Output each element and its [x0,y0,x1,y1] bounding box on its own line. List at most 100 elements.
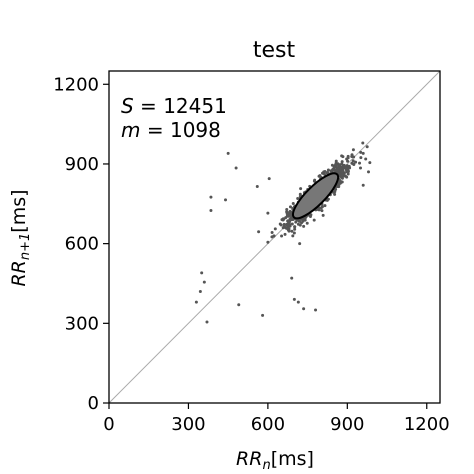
data-point [338,179,342,183]
x-tick-label: 300 [171,414,205,435]
data-point [209,208,213,212]
data-point [298,192,302,196]
sd-ellipse [292,172,340,220]
data-point [237,303,241,307]
axis-ticks: 0 300 600 900 1200 0 300 600 900 1200 [53,74,449,435]
data-point [334,163,338,167]
data-point [296,222,300,226]
data-point [280,234,284,238]
y-tick-label: 600 [65,234,99,255]
data-point [368,161,372,165]
data-point [287,227,291,231]
data-point [291,202,295,205]
data-point [257,230,261,234]
data-point [286,219,290,223]
data-point [290,222,294,226]
data-point [340,176,344,180]
data-point [339,169,343,173]
data-point [296,300,300,304]
y-tick-label: 1200 [53,74,99,95]
data-point [300,221,304,225]
data-point [296,197,300,201]
data-point [340,154,344,158]
y-axis-label: RRn+1[ms] [8,189,33,286]
data-point [333,165,337,169]
data-point [299,187,303,191]
data-point [350,154,354,158]
data-point [326,170,330,174]
data-point [314,308,318,312]
data-point [226,151,230,155]
data-point [340,160,344,164]
data-point [333,192,337,196]
data-point [330,163,334,167]
data-point [326,197,330,201]
data-point [312,218,316,222]
data-point [302,224,306,228]
data-point [282,222,286,226]
data-point [202,280,206,284]
data-point [335,168,339,172]
data-point [273,227,277,231]
data-point [318,174,322,178]
y-tick-label: 900 [65,154,99,175]
data-point [200,271,204,275]
data-point [359,150,363,154]
data-point [321,213,325,217]
y-tick-label: 300 [65,313,99,334]
data-point [320,209,324,213]
data-point [345,175,349,179]
data-point [354,160,358,164]
data-point [224,198,228,202]
data-point [364,157,368,161]
data-point [291,234,295,238]
data-point [293,227,297,231]
annotation-m: m = 1098 [121,118,221,142]
data-point [298,242,302,246]
data-point [359,156,363,160]
x-tick-label: 900 [330,414,364,435]
data-point [334,159,338,163]
data-point [351,148,355,152]
data-point [345,168,349,172]
data-point [341,164,345,168]
data-point [279,223,283,227]
data-point [367,170,370,174]
x-tick-label: 600 [251,414,285,435]
data-point [361,183,365,187]
data-point [341,167,345,171]
data-point [344,166,348,170]
data-point [290,276,294,280]
data-point [303,216,307,220]
data-point [285,226,289,230]
data-point [337,163,341,167]
data-point [234,166,238,170]
data-point [346,159,350,163]
data-point [352,162,356,166]
data-point [293,225,297,229]
data-point [205,320,209,324]
data-point [331,168,335,172]
data-point [361,151,365,155]
plot-frame [108,70,441,404]
data-point [270,231,274,235]
data-point [287,214,291,218]
data-point [319,206,323,210]
data-point [198,289,202,293]
data-point [313,178,317,182]
data-point [255,185,259,189]
data-point [358,161,362,165]
data-point [351,159,355,163]
data-point [285,212,289,216]
data-point [326,168,330,172]
x-tick-label: 0 [103,414,114,435]
data-point [359,166,362,170]
x-tick-label: 1200 [404,414,450,435]
y-tick-label: 0 [88,393,99,414]
data-point [347,164,351,168]
data-point [361,141,365,145]
data-point [302,307,306,311]
data-point [309,213,313,217]
data-point [285,208,289,212]
data-point [346,154,350,158]
